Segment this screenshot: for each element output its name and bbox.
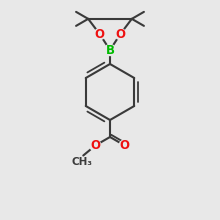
Text: CH₃: CH₃ (72, 156, 93, 167)
Circle shape (115, 29, 126, 40)
Circle shape (104, 44, 116, 55)
Text: O: O (90, 139, 100, 152)
Text: O: O (120, 139, 130, 152)
Text: O: O (95, 28, 105, 40)
Circle shape (119, 140, 130, 151)
Text: O: O (115, 28, 125, 40)
Circle shape (90, 140, 101, 151)
Circle shape (94, 29, 105, 40)
Text: B: B (106, 44, 114, 57)
